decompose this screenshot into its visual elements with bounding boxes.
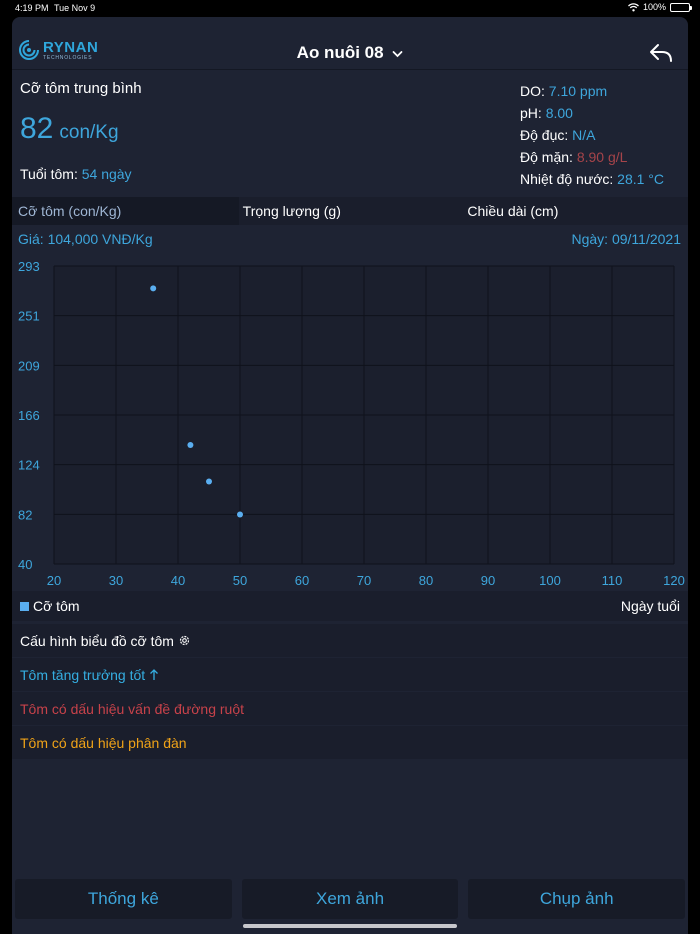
param-salinity-value: 8.90 g/L — [576, 149, 628, 165]
bottom-actions: Thống kê Xem ảnh Chụp ảnh — [12, 879, 688, 919]
x-tick-label: 110 — [602, 573, 623, 588]
home-indicator[interactable] — [243, 924, 457, 928]
take-photo-button[interactable]: Chụp ảnh — [468, 879, 686, 919]
scatter-point — [237, 511, 243, 518]
x-axis-title: Ngày tuổi — [620, 598, 680, 614]
y-tick-label: 293 — [18, 259, 40, 274]
nav-bar: RYNAN TECHNOLOGIES Ao nuôi 08 — [12, 17, 688, 69]
gut-issue-label: Tôm có dấu hiệu vấn đề đường ruột — [20, 700, 245, 717]
good-growth-row: Tôm tăng trưởng tốt — [12, 658, 688, 691]
param-ph: pH: 8.00 — [520, 102, 664, 124]
y-tick-label: 166 — [18, 408, 40, 423]
avg-size-unit: con/Kg — [59, 122, 119, 143]
avg-size-value: 82 con/Kg — [20, 112, 119, 146]
chart-config-label: Cấu hình biểu đồ cỡ tôm — [20, 632, 174, 649]
param-ph-label: pH: — [520, 105, 542, 121]
x-tick-label: 50 — [233, 573, 247, 588]
status-date: Tue Nov 9 — [54, 3, 96, 13]
chevron-down-icon — [392, 50, 403, 57]
nav-divider — [12, 69, 688, 70]
x-tick-label: 60 — [295, 573, 309, 588]
rynan-logo-mark — [19, 40, 39, 60]
chart-legend: Cỡ tôm Ngày tuổi — [12, 591, 688, 621]
x-tick-label: 70 — [357, 573, 371, 588]
size-scatter-chart: 20 30 40 50 60 70 80 90 100 110 120 293 251 209 166 124… — [12, 253, 688, 588]
param-turbidity: Độ đục: N/A — [520, 124, 664, 146]
back-reply-icon[interactable] — [648, 42, 674, 64]
x-tick-label: 30 — [109, 573, 123, 588]
chart-config-row[interactable]: Cấu hình biểu đồ cỡ tôm — [12, 624, 688, 657]
scatter-point — [206, 478, 212, 485]
age-value: 54 ngày — [81, 166, 132, 182]
status-bar: 4:19 PM Tue Nov 9 100% — [0, 0, 700, 16]
legend-series: Cỡ tôm — [20, 598, 80, 614]
water-params: DO: 7.10 ppm pH: 8.00 Độ đục: N/A Độ mặn… — [520, 80, 664, 190]
scatter-point — [150, 285, 157, 292]
main-panel: RYNAN TECHNOLOGIES Ao nuôi 08 Cỡ tôm tru… — [12, 17, 688, 934]
pond-title: Ao nuôi 08 — [296, 43, 384, 62]
logo-sub: TECHNOLOGIES — [43, 54, 93, 61]
param-do-value: 7.10 ppm — [548, 83, 608, 99]
chart-svg: 20 30 40 50 60 70 80 90 100 110 120 293 251 209 166 124… — [18, 259, 685, 588]
stats-button[interactable]: Thống kê — [15, 879, 232, 919]
y-tick-label: 82 — [18, 507, 32, 522]
param-salinity: Độ mặn: 8.90 g/L — [520, 146, 664, 168]
chart-tabs: Cỡ tôm (con/Kg) Trọng lượng (g) Chiều dà… — [12, 197, 688, 225]
size-split-label: Tôm có dấu hiệu phân đàn — [20, 734, 187, 751]
pond-info: Cỡ tôm trung bình 82 con/Kg Tuổi tôm: 54 … — [12, 70, 688, 195]
y-tick-label: 124 — [18, 458, 40, 473]
info-list: Cấu hình biểu đồ cỡ tôm Tôm tăng trưởng … — [12, 624, 688, 760]
tab-length[interactable]: Chiều dài (cm) — [463, 197, 688, 225]
date-label: Ngày: 09/11/2021 — [571, 231, 682, 247]
price-label: Giá: 104,000 VNĐ/Kg — [18, 231, 153, 247]
x-tick-label: 90 — [481, 573, 495, 588]
size-split-row: Tôm có dấu hiệu phân đàn — [12, 726, 688, 759]
logo-brand: RYNAN — [43, 38, 99, 56]
battery-percent: 100% — [642, 2, 666, 12]
param-salinity-label: Độ mặn: — [520, 149, 573, 165]
x-tick-label: 100 — [539, 573, 561, 588]
age-label: Tuổi tôm: — [20, 166, 78, 182]
param-water-temp: Nhiệt độ nước: 28.1 °C — [520, 168, 664, 190]
x-tick-label: 20 — [47, 573, 61, 588]
pond-selector[interactable]: Ao nuôi 08 — [12, 43, 688, 63]
param-water-temp-label: Nhiệt độ nước: — [520, 171, 614, 187]
param-turbidity-label: Độ đục: — [520, 127, 569, 143]
x-tick-label: 80 — [419, 573, 433, 588]
y-tick-label: 209 — [18, 358, 40, 373]
y-tick-label: 251 — [18, 309, 40, 324]
scatter-point — [187, 442, 194, 449]
y-tick-label: 40 — [18, 557, 32, 572]
status-right: 100% — [628, 2, 692, 12]
battery-icon — [670, 2, 692, 12]
legend-series-label: Cỡ tôm — [33, 598, 80, 614]
chart-header: Giá: 104,000 VNĐ/Kg Ngày: 09/11/2021 — [12, 231, 688, 251]
status-time: 4:19 PM — [15, 3, 49, 13]
avg-size-label: Cỡ tôm trung bình — [20, 80, 142, 97]
rynan-logo: RYNAN TECHNOLOGIES — [18, 39, 98, 61]
gut-issue-row: Tôm có dấu hiệu vấn đề đường ruột — [12, 692, 688, 725]
wifi-icon — [628, 2, 639, 11]
param-do: DO: 7.10 ppm — [520, 80, 664, 102]
param-water-temp-value: 28.1 °C — [617, 171, 665, 187]
param-do-label: DO: — [520, 83, 545, 99]
view-photos-button[interactable]: Xem ảnh — [241, 879, 459, 919]
avg-size-number: 82 — [20, 112, 54, 145]
shrimp-age: Tuổi tôm: 54 ngày — [20, 166, 132, 182]
tab-weight[interactable]: Trọng lượng (g) — [238, 197, 464, 225]
param-ph-value: 8.00 — [545, 105, 573, 121]
tab-size[interactable]: Cỡ tôm (con/Kg) — [12, 197, 239, 225]
gear-icon — [179, 635, 190, 646]
good-growth-label: Tôm tăng trưởng tốt — [20, 666, 146, 683]
x-tick-label: 40 — [171, 573, 185, 588]
x-tick-label: 120 — [663, 573, 685, 588]
arrow-up-icon — [150, 669, 159, 680]
legend-swatch — [20, 601, 29, 611]
param-turbidity-value: N/A — [572, 127, 596, 143]
